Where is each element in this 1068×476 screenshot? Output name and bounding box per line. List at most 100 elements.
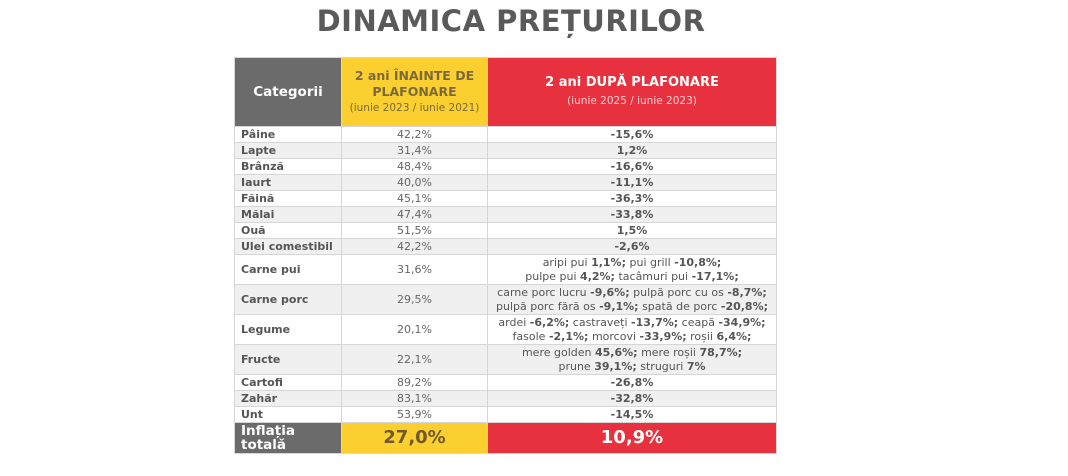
product-label: castraveți: [572, 315, 628, 329]
header-after: 2 ani DUPĂ PLAFONARE (iunie 2025 / iunie…: [487, 57, 777, 127]
category-cell: Carne porc: [234, 284, 342, 315]
table-row: Carne porc 29,5% carne porc lucru -9,6%; p…: [234, 284, 777, 315]
category-cell: Iaurt: [234, 174, 342, 191]
product-label: pulpă porc fără os: [495, 299, 596, 313]
product-value: -20,8%;: [720, 299, 769, 313]
after-value-cell: -32,8%: [487, 390, 777, 407]
after-detail-line: prune 39,1%; struguri 7%: [494, 360, 770, 374]
table-row: Brânză 48,4% -16,6%: [234, 158, 777, 175]
after-detail-line: pulpă porc fără os -9,1%; spată de porc …: [494, 300, 770, 314]
category-cell: Pâine: [234, 126, 342, 143]
after-value-cell: -16,6%: [487, 158, 777, 175]
product-label: pulpă porc cu os: [633, 285, 724, 299]
before-value-cell: 42,2%: [341, 126, 488, 143]
category-cell: Zahăr: [234, 390, 342, 407]
category-cell: Lapte: [234, 142, 342, 159]
product-value: -34,9%;: [718, 315, 766, 329]
before-value-cell: 48,4%: [341, 158, 488, 175]
product-value: -9,1%;: [599, 299, 639, 313]
after-value-cell: carne porc lucru -9,6%; pulpă porc cu os…: [487, 284, 777, 315]
product-label: spată de porc: [642, 299, 718, 313]
after-value-cell: -26,8%: [487, 374, 777, 391]
product-label: pui grill: [629, 255, 671, 269]
product-label: roșii: [690, 329, 714, 343]
header-before-period: (iunie 2023 / iunie 2021): [349, 102, 480, 114]
product-label: tacâmuri pui: [618, 269, 689, 283]
total-before: 27,0%: [341, 422, 488, 454]
category-cell: Fructe: [234, 344, 342, 375]
product-value: -10,8%;: [674, 255, 722, 269]
category-cell: Ouă: [234, 222, 342, 239]
total-label: Inflația totală: [234, 422, 342, 454]
before-value-cell: 51,5%: [341, 222, 488, 239]
table-row: Lapte 31,4% 1,2%: [234, 142, 777, 159]
total-inflation-row: Inflația totală 27,0% 10,9%: [234, 422, 777, 454]
before-value-cell: 40,0%: [341, 174, 488, 191]
product-value: -9,6%;: [590, 285, 630, 299]
before-value-cell: 89,2%: [341, 374, 488, 391]
before-value-cell: 31,6%: [341, 254, 488, 285]
header-before: 2 ani ÎNAINTE DE PLAFONARE (iunie 2023 /…: [341, 57, 488, 127]
total-after: 10,9%: [487, 422, 777, 454]
after-detail-line: aripi pui 1,1%; pui grill -10,8%;: [494, 256, 770, 270]
after-detail-line: mere golden 45,6%; mere roșii 78,7%;: [494, 346, 770, 360]
product-label: carne porc lucru: [497, 285, 587, 299]
header-category: Categorii: [234, 57, 342, 127]
table-row: Ulei comestibil 42,2% -2,6%: [234, 238, 777, 255]
after-value-cell: 1,5%: [487, 222, 777, 239]
after-value-cell: aripi pui 1,1%; pui grill -10,8%; pulpe p…: [487, 254, 777, 285]
category-cell: Legume: [234, 314, 342, 345]
product-value: 4,2%;: [580, 269, 615, 283]
before-value-cell: 31,4%: [341, 142, 488, 159]
before-value-cell: 20,1%: [341, 314, 488, 345]
table-row: Pâine 42,2% -15,6%: [234, 126, 777, 143]
product-value: -17,1%;: [691, 269, 739, 283]
category-cell: Unt: [234, 406, 342, 423]
product-value: -13,7%;: [631, 315, 679, 329]
category-cell: Făină: [234, 190, 342, 207]
page-title: DINAMICA PREȚURILOR: [316, 4, 706, 38]
product-label: struguri: [640, 359, 684, 373]
product-label: pulpe pui: [525, 269, 577, 283]
header-before-title: 2 ani ÎNAINTE DE PLAFONARE: [354, 68, 475, 99]
table-row: Unt 53,9% -14,5%: [234, 406, 777, 423]
product-label: ardei: [498, 315, 527, 329]
product-value: 78,7%;: [699, 345, 743, 359]
header-after-period: (iunie 2025 / iunie 2023): [567, 95, 697, 107]
product-value: -2,1%;: [548, 329, 589, 343]
product-value: 1,1%;: [591, 255, 626, 269]
table-row: Zahăr 83,1% -32,8%: [234, 390, 777, 407]
after-detail-line: pulpe pui 4,2%; tacâmuri pui -17,1%;: [494, 270, 770, 284]
price-dynamics-table: Categorii 2 ani ÎNAINTE DE PLAFONARE (iu…: [234, 57, 777, 454]
product-value: 45,6%;: [595, 345, 638, 359]
table-row: Iaurt 40,0% -11,1%: [234, 174, 777, 191]
header-after-title: 2 ani DUPĂ PLAFONARE: [545, 75, 719, 90]
product-value: 7%: [686, 359, 706, 373]
table-row: Carne pui 31,6% aripi pui 1,1%; pui grill …: [234, 254, 777, 285]
before-value-cell: 83,1%: [341, 390, 488, 407]
after-value-cell: -11,1%: [487, 174, 777, 191]
after-value-cell: -15,6%: [487, 126, 777, 143]
table-row: Legume 20,1% ardei -6,2%; castraveți -13,7…: [234, 314, 777, 345]
after-detail-line: ardei -6,2%; castraveți -13,7%; ceapă -3…: [494, 316, 770, 330]
product-value: -33,9%;: [639, 329, 687, 343]
product-label: aripi pui: [542, 255, 588, 269]
product-label: ceapă: [681, 315, 715, 329]
before-value-cell: 29,5%: [341, 284, 488, 315]
product-label: morcovi: [591, 329, 637, 343]
after-detail-line: fasole -2,1%; morcovi -33,9%; roșii 6,4%…: [494, 330, 770, 344]
table-header-row: Categorii 2 ani ÎNAINTE DE PLAFONARE (iu…: [234, 57, 777, 127]
product-value: -8,7%;: [727, 285, 767, 299]
product-value: -6,2%;: [529, 315, 570, 329]
after-value-cell: -36,3%: [487, 190, 777, 207]
table-row: Făină 45,1% -36,3%: [234, 190, 777, 207]
after-value-cell: ardei -6,2%; castraveți -13,7%; ceapă -3…: [487, 314, 777, 345]
product-label: fasole: [512, 329, 546, 343]
category-cell: Cartofi: [234, 374, 342, 391]
after-value-cell: -33,8%: [487, 206, 777, 223]
after-value-cell: -14,5%: [487, 406, 777, 423]
before-value-cell: 47,4%: [341, 206, 488, 223]
category-cell: Ulei comestibil: [234, 238, 342, 255]
product-label: mere golden: [521, 345, 592, 359]
after-value-cell: mere golden 45,6%; mere roșii 78,7%; prun…: [487, 344, 777, 375]
